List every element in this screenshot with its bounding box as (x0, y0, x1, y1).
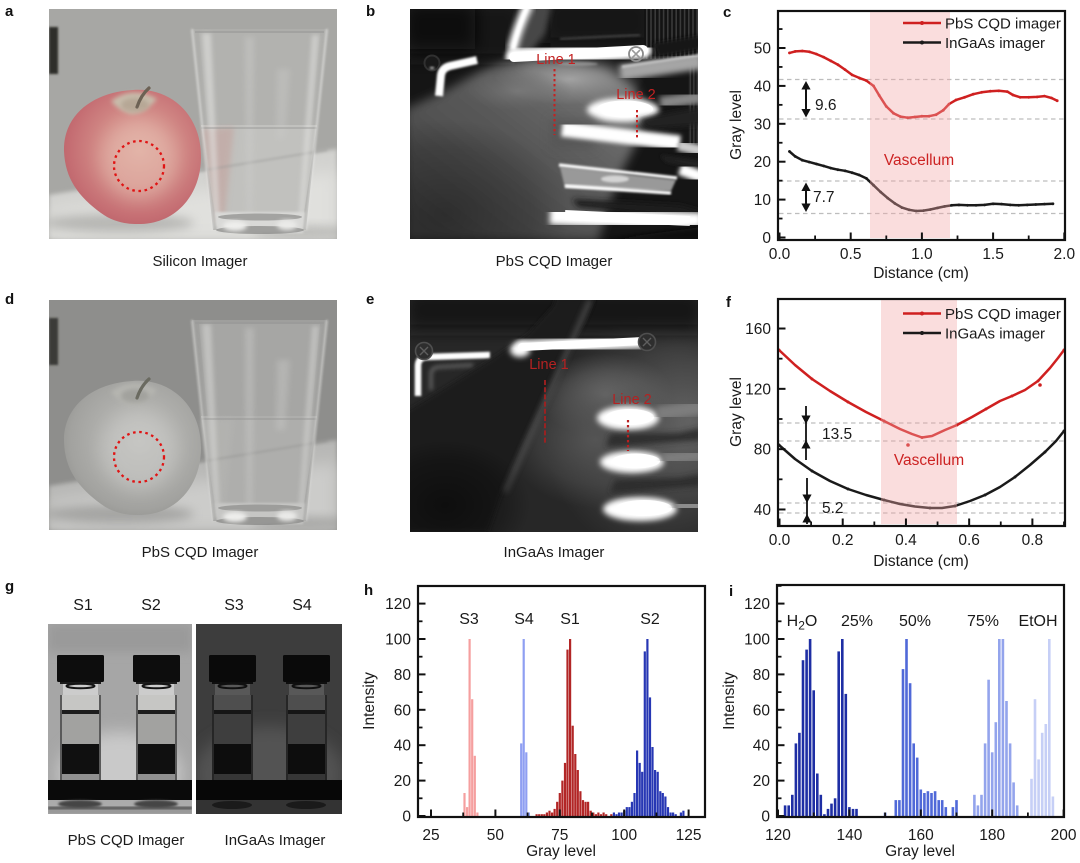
svg-text:S2: S2 (141, 597, 161, 614)
svg-text:Intensity: Intensity (361, 672, 378, 730)
svg-text:S3: S3 (224, 597, 244, 614)
svg-text:Line 1: Line 1 (529, 357, 569, 373)
svg-text:S4: S4 (292, 597, 312, 614)
svg-text:InGaAs Imager: InGaAs Imager (504, 544, 605, 561)
svg-text:30: 30 (754, 116, 772, 133)
svg-text:25%: 25% (841, 613, 873, 630)
svg-text:Gray level: Gray level (728, 377, 745, 447)
svg-text:InGaAs imager: InGaAs imager (945, 35, 1045, 52)
svg-text:100: 100 (744, 632, 770, 649)
svg-text:200: 200 (1051, 827, 1077, 844)
svg-text:i: i (729, 583, 733, 600)
svg-text:0.0: 0.0 (769, 532, 791, 549)
svg-text:InGaAs imager: InGaAs imager (945, 326, 1045, 343)
svg-text:PbS CQD imager: PbS CQD imager (945, 16, 1061, 33)
svg-text:a: a (5, 3, 14, 20)
svg-text:50: 50 (487, 827, 505, 844)
svg-text:0.2: 0.2 (832, 532, 854, 549)
svg-text:100: 100 (385, 632, 411, 649)
svg-text:180: 180 (979, 827, 1005, 844)
svg-text:80: 80 (753, 667, 771, 684)
svg-text:Distance (cm): Distance (cm) (873, 265, 969, 282)
svg-text:PbS CQD Imager: PbS CQD Imager (68, 832, 185, 849)
svg-text:10: 10 (754, 192, 772, 209)
svg-text:InGaAs Imager: InGaAs Imager (225, 832, 326, 849)
svg-text:20: 20 (753, 773, 771, 790)
svg-text:S2: S2 (640, 611, 660, 628)
svg-text:40: 40 (394, 738, 412, 755)
svg-text:7.7: 7.7 (813, 189, 835, 206)
svg-text:0: 0 (761, 809, 770, 826)
svg-text:e: e (366, 291, 374, 308)
svg-text:S3: S3 (459, 611, 479, 628)
svg-text:75%: 75% (967, 613, 999, 630)
svg-text:75: 75 (551, 827, 568, 844)
svg-text:S4: S4 (514, 611, 534, 628)
svg-text:EtOH: EtOH (1018, 613, 1057, 630)
svg-text:Vascellum: Vascellum (894, 452, 964, 469)
svg-text:13.5: 13.5 (822, 426, 852, 443)
svg-text:S1: S1 (560, 611, 580, 628)
svg-text:100: 100 (611, 827, 637, 844)
svg-text:1.0: 1.0 (911, 246, 933, 263)
svg-text:50%: 50% (899, 613, 931, 630)
svg-text:20: 20 (394, 773, 412, 790)
svg-text:125: 125 (676, 827, 702, 844)
svg-text:25: 25 (422, 827, 439, 844)
svg-text:80: 80 (394, 667, 412, 684)
svg-text:20: 20 (754, 154, 772, 171)
svg-text:0.8: 0.8 (1022, 532, 1044, 549)
svg-text:S1: S1 (73, 597, 93, 614)
svg-text:f: f (726, 294, 732, 311)
svg-text:Gray level: Gray level (885, 843, 955, 860)
svg-text:0: 0 (762, 230, 771, 247)
svg-text:140: 140 (836, 827, 862, 844)
svg-text:120: 120 (765, 827, 791, 844)
svg-text:Line 2: Line 2 (616, 87, 656, 103)
svg-text:Line 1: Line 1 (536, 52, 576, 68)
svg-text:g: g (5, 578, 14, 595)
svg-text:5.2: 5.2 (822, 500, 844, 517)
svg-text:160: 160 (745, 321, 771, 338)
svg-text:80: 80 (754, 442, 772, 459)
svg-text:40: 40 (754, 502, 772, 519)
svg-text:40: 40 (754, 78, 772, 95)
svg-text:0.6: 0.6 (958, 532, 980, 549)
svg-text:h: h (364, 582, 373, 599)
svg-text:160: 160 (908, 827, 934, 844)
svg-text:0.0: 0.0 (769, 246, 791, 263)
svg-text:Gray level: Gray level (526, 843, 596, 860)
svg-text:PbS CQD Imager: PbS CQD Imager (496, 253, 613, 270)
svg-text:0.4: 0.4 (895, 532, 917, 549)
svg-text:Gray level: Gray level (728, 90, 745, 160)
svg-text:Intensity: Intensity (721, 672, 738, 730)
svg-text:1.5: 1.5 (982, 246, 1004, 263)
svg-text:Distance (cm): Distance (cm) (873, 553, 969, 570)
svg-text:Silicon Imager: Silicon Imager (152, 253, 247, 270)
svg-text:9.6: 9.6 (815, 97, 837, 114)
svg-text:120: 120 (744, 596, 770, 613)
svg-text:0: 0 (402, 809, 411, 826)
svg-text:Vascellum: Vascellum (884, 152, 954, 169)
svg-text:PbS CQD Imager: PbS CQD Imager (142, 544, 259, 561)
svg-text:PbS CQD imager: PbS CQD imager (945, 306, 1061, 323)
svg-text:d: d (5, 291, 14, 308)
svg-text:50: 50 (754, 41, 772, 58)
svg-text:c: c (723, 4, 731, 21)
svg-text:b: b (366, 3, 375, 20)
svg-text:Line 2: Line 2 (612, 392, 652, 408)
svg-text:H2O: H2O (787, 613, 818, 633)
svg-text:2.0: 2.0 (1054, 246, 1076, 263)
svg-text:40: 40 (753, 738, 771, 755)
svg-text:120: 120 (745, 381, 771, 398)
svg-text:0.5: 0.5 (840, 246, 862, 263)
svg-text:60: 60 (394, 702, 412, 719)
svg-text:120: 120 (385, 596, 411, 613)
svg-text:60: 60 (753, 702, 771, 719)
